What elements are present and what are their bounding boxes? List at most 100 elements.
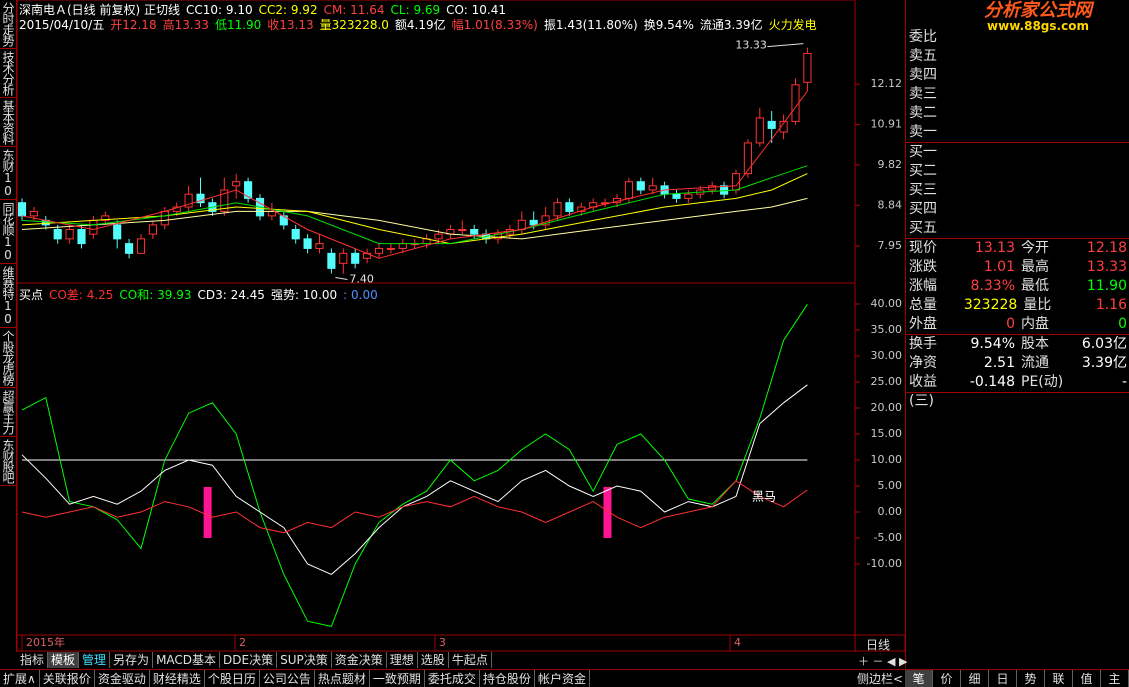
tab[interactable]: 价 — [933, 670, 961, 687]
quote-row: 总量 323228 量比 1.16 — [906, 296, 1129, 315]
tab[interactable]: 资金驱动 — [94, 670, 150, 687]
tab[interactable]: 主 — [1101, 670, 1129, 687]
header-item: CC10: 9.10 — [186, 3, 253, 17]
candle-body — [125, 243, 134, 254]
indicator-line — [21, 197, 808, 240]
header-item: CL: 9.69 — [390, 3, 441, 17]
quote-label: 内盘 — [1021, 316, 1049, 332]
candle-body — [160, 210, 169, 226]
tab[interactable]: 另存为 — [110, 652, 154, 668]
sidebar-toggle[interactable]: 侧边栏< — [857, 669, 905, 687]
tab[interactable]: 笔 — [905, 670, 933, 687]
quote-value: 3.39亿 — [1081, 355, 1127, 371]
header-item: CO: 10.41 — [446, 3, 506, 17]
header-item: CC2: 9.92 — [258, 3, 318, 17]
tab[interactable]: 管理 — [79, 652, 111, 668]
quote-value: -0.148 — [969, 374, 1015, 390]
tab[interactable]: 牛起点 — [448, 652, 492, 668]
side-tab[interactable]: 维赛特10 — [0, 264, 16, 328]
candle-body — [708, 185, 717, 191]
tab[interactable]: MACD基本 — [153, 652, 221, 668]
indicator-legend: 买点 CO差: 4.25 CO和: 39.93 CD3: 24.45 强势: 10.00… — [19, 286, 384, 303]
candle-body — [755, 117, 764, 144]
tab[interactable]: SUP决策 — [277, 652, 332, 668]
x-tick-label: 2 — [239, 636, 246, 649]
side-tab[interactable]: 基本资料 — [0, 98, 16, 147]
book-label: 卖三 — [909, 86, 937, 102]
side-tab[interactable]: 个股龙虎榜 — [0, 328, 16, 388]
candle-body — [648, 185, 657, 191]
period-label: 日线 — [866, 638, 891, 652]
side-tab[interactable]: 分时走势 — [0, 0, 16, 49]
candle-body — [267, 210, 276, 217]
book-row: 卖三 — [906, 85, 1129, 104]
side-tab[interactable]: 同花顺10 — [0, 200, 16, 264]
candle-body — [529, 219, 538, 226]
tab[interactable]: 值 — [1073, 670, 1101, 687]
tab[interactable]: 公司公告 — [259, 670, 315, 687]
side-tab[interactable]: 技术分析 — [0, 49, 16, 98]
tab[interactable]: 理想 — [386, 652, 418, 668]
quote-label: 最低 — [1021, 278, 1049, 294]
quote-value: 11.90 — [1086, 278, 1127, 294]
book-row: 卖二 — [906, 104, 1129, 123]
tab[interactable]: 委托成交 — [424, 670, 480, 687]
date-axis — [16, 634, 905, 652]
annotation-arrow — [767, 43, 804, 48]
quote-table: 现价 13.13 今开 12.18 涨跌 1.01 最高 13.33 涨幅 8.33% 最低 11.9… — [906, 238, 1129, 409]
candle-body — [53, 228, 62, 240]
tab[interactable]: DDE决策 — [220, 652, 278, 668]
tab[interactable]: 持仓股份 — [479, 670, 535, 687]
candle-body — [196, 193, 205, 204]
quote-label: 净资 — [909, 355, 937, 371]
indicator-title: 买点 — [19, 288, 44, 302]
tab[interactable]: 指标 — [17, 652, 49, 668]
quote-value: 1.01 — [983, 259, 1015, 275]
y-tick-label: 10.91 — [871, 118, 903, 131]
tab[interactable]: 模板 — [48, 652, 80, 668]
indicator-panel — [16, 282, 856, 636]
legend-item: : 0.00 — [343, 288, 378, 302]
header-item: 火力发电 — [768, 18, 817, 32]
indicator-line — [21, 480, 808, 534]
header-item: 深南电Ａ(日线 前复权) 正切线 — [19, 3, 180, 17]
quote-label: 外盘 — [909, 316, 937, 332]
candle-body — [303, 238, 312, 249]
indicator-line — [21, 384, 808, 575]
candle-body — [220, 189, 229, 212]
side-tab[interactable]: 东财10 — [0, 147, 16, 200]
tab[interactable]: 个股日历 — [204, 670, 260, 687]
side-tab[interactable]: 超赢主力 — [0, 388, 16, 437]
tab[interactable]: 一致预期 — [369, 670, 425, 687]
tab[interactable]: 势 — [1017, 670, 1045, 687]
tab[interactable]: 扩展∧ — [0, 670, 40, 687]
candle-body — [29, 210, 38, 217]
quote-value: 6.03亿 — [1081, 336, 1127, 352]
book-row: 卖一 — [906, 123, 1129, 142]
tab[interactable]: 选股 — [417, 652, 449, 668]
tab[interactable]: 财经精选 — [149, 670, 205, 687]
tab[interactable]: 帐户资金 — [534, 670, 590, 687]
zoom-controls[interactable]: ＋ － ◀ ▶ — [858, 655, 908, 668]
tab[interactable]: 细 — [961, 670, 989, 687]
candle-body — [232, 181, 241, 187]
tab[interactable]: 联 — [1045, 670, 1073, 687]
annotation: 13.33 — [735, 39, 767, 52]
candle-body — [374, 247, 384, 254]
book-label: 委比 — [909, 29, 937, 45]
y-tick-label: 8.84 — [878, 198, 903, 211]
side-tab[interactable]: 东财股吧 — [0, 437, 16, 486]
header-item: 2015/04/10/五 — [19, 18, 105, 32]
candle-body — [684, 193, 693, 199]
order-book: 委比 卖五 卖四 卖三 卖二 卖一 买一 买二 买三 买四 买五 — [906, 0, 1129, 238]
y-tick-label: 25.00 — [871, 375, 903, 388]
logo-url: www.88gs.com — [987, 19, 1089, 33]
quote-value: 13.33 — [1086, 259, 1127, 275]
tab[interactable]: 资金决策 — [331, 652, 387, 668]
quote-label: 量比 — [1023, 297, 1052, 313]
tab[interactable]: 热点题材 — [314, 670, 370, 687]
y-tick-label: 7.95 — [878, 239, 903, 252]
tab[interactable]: 关联报价 — [39, 670, 95, 687]
book-row: 买三 — [906, 181, 1129, 200]
tab[interactable]: 日 — [989, 670, 1017, 687]
